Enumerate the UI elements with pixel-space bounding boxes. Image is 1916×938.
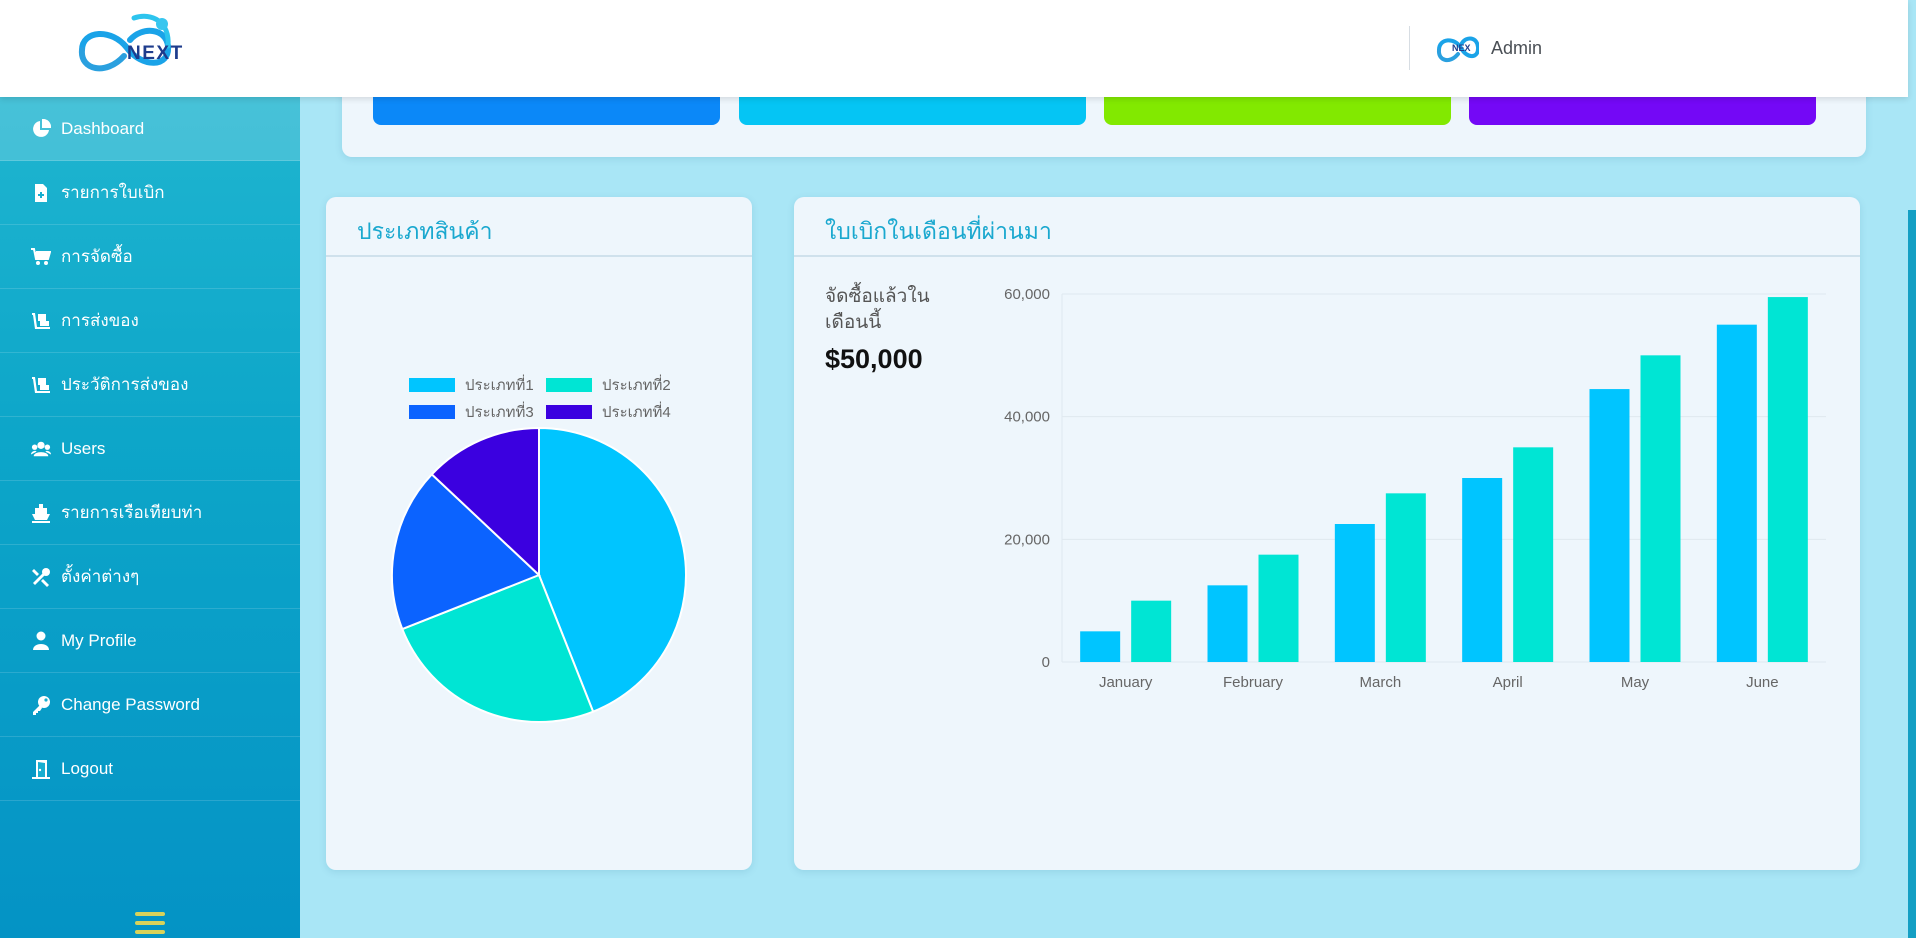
cart-icon xyxy=(30,246,52,268)
sidebar-item-label: Dashboard xyxy=(61,118,145,138)
sidebar-item-settings[interactable]: ตั้งค่าต่างๆ xyxy=(0,545,300,609)
sidebar-item-logout[interactable]: Logout xyxy=(0,737,300,801)
y-tick-label: 0 xyxy=(1042,654,1050,671)
sidebar-item-purchasing[interactable]: การจัดซื้อ xyxy=(0,225,300,289)
bar[interactable] xyxy=(1207,585,1248,662)
bar[interactable] xyxy=(1334,524,1375,662)
x-tick-label: June xyxy=(1746,674,1779,691)
logo-text: NEXT xyxy=(127,43,184,64)
user-icon xyxy=(30,630,52,652)
legend-swatch xyxy=(409,378,455,392)
purchase-label: จัดซื้อแล้วในเดือนนี้ xyxy=(825,286,930,333)
dolly-icon xyxy=(30,310,52,332)
bar[interactable] xyxy=(1385,493,1426,662)
bar[interactable] xyxy=(1462,478,1503,662)
sidebar-item-label: Change Password xyxy=(61,694,200,714)
sidebar-item-shipping-history[interactable]: ประวัติการส่งของ xyxy=(0,353,300,417)
x-tick-label: May xyxy=(1621,674,1650,691)
avatar-logo-icon xyxy=(1437,36,1481,63)
sidebar: Dashboard รายการใบเบิก การจัดซื้อ การส่ง… xyxy=(0,97,300,938)
legend-label: ประเภทที่4 xyxy=(602,404,671,421)
sidebar-item-change-password[interactable]: Change Password xyxy=(0,673,300,737)
logo-mark-icon xyxy=(78,13,172,72)
legend-label: ประเภทที่3 xyxy=(465,404,534,421)
bar[interactable] xyxy=(1640,355,1681,662)
legend-item[interactable]: ประเภทที่4 xyxy=(546,400,671,424)
legend-swatch xyxy=(546,378,592,392)
file-plus-icon xyxy=(30,182,52,204)
admin-avatar[interactable]: NEX xyxy=(1435,28,1481,68)
ship-icon xyxy=(30,502,52,524)
y-tick-label: 60,000 xyxy=(1004,286,1050,303)
bar[interactable] xyxy=(1131,600,1172,662)
sidebar-item-dashboard[interactable]: Dashboard xyxy=(0,97,300,161)
x-tick-label: April xyxy=(1493,674,1523,691)
legend-swatch xyxy=(409,405,455,419)
company-logo[interactable]: NEXT xyxy=(72,10,184,85)
top-header: NEXT NEX Admin xyxy=(0,0,1908,97)
requisition-bar-chart: 0 20,000 40,000 60,000 January February March A… xyxy=(1004,286,1826,691)
sidebar-item-label: ตั้งค่าต่างๆ xyxy=(61,567,140,586)
requisition-panel: ใบเบิกในเดือนที่ผ่านมา จัดซื้อแล้วในเดือ… xyxy=(794,197,1860,870)
sidebar-item-my-profile[interactable]: My Profile xyxy=(0,609,300,673)
pie-slice[interactable] xyxy=(391,472,541,631)
sidebar-item-label: Users xyxy=(61,438,106,458)
bar[interactable] xyxy=(1080,631,1121,662)
sidebar-item-shipping[interactable]: การส่งของ xyxy=(0,289,300,353)
bar[interactable] xyxy=(1716,324,1757,662)
sidebar-item-label: My Profile xyxy=(61,630,137,650)
y-tick-label: 40,000 xyxy=(1004,409,1050,426)
y-tick-label: 20,000 xyxy=(1004,531,1050,548)
key-icon xyxy=(30,694,52,716)
legend-label: ประเภทที่2 xyxy=(602,377,671,394)
sidebar-item-label: รายการเรือเทียบท่า xyxy=(61,503,203,522)
pie-slice[interactable] xyxy=(538,426,687,713)
legend-item[interactable]: ประเภทที่1 xyxy=(409,373,534,397)
purchase-value: $50,000 xyxy=(825,344,923,374)
sidebar-item-label: รายการใบเบิก xyxy=(61,183,165,202)
user-name[interactable]: Admin xyxy=(1491,38,1543,58)
pie-chart-icon xyxy=(30,118,52,140)
page-scrollbar-thumb[interactable] xyxy=(1908,210,1916,938)
sidebar-item-label: Logout xyxy=(61,758,113,778)
legend-item[interactable]: ประเภทที่3 xyxy=(409,400,534,424)
dolly-icon xyxy=(30,374,52,396)
users-icon xyxy=(30,438,52,460)
requisition-panel-title: ใบเบิกในเดือนที่ผ่านมา xyxy=(794,197,1860,257)
pie-slice[interactable] xyxy=(401,573,595,723)
legend-swatch xyxy=(546,405,592,419)
legend-label: ประเภทที่1 xyxy=(465,377,534,394)
sidebar-item-label: ประวัติการส่งของ xyxy=(61,375,189,394)
legend-item[interactable]: ประเภทที่2 xyxy=(546,373,671,397)
category-panel-title: ประเภทสินค้า xyxy=(326,197,752,257)
sidebar-item-label: การส่งของ xyxy=(61,311,139,330)
category-panel: ประเภทสินค้า ประเภทที่1 ประเภทที่2 ประเภ… xyxy=(326,197,752,870)
avatar-text: NEX xyxy=(1452,43,1471,53)
category-pie-chart xyxy=(391,426,687,723)
bar[interactable] xyxy=(1513,447,1554,662)
header-divider xyxy=(1409,26,1410,70)
sidebar-item-users[interactable]: Users xyxy=(0,417,300,481)
bar[interactable] xyxy=(1589,389,1630,662)
sidebar-item-ship-berthing[interactable]: รายการเรือเทียบท่า xyxy=(0,481,300,545)
tools-icon xyxy=(30,566,52,588)
x-tick-label: February xyxy=(1223,674,1284,691)
sidebar-item-requisitions[interactable]: รายการใบเบิก xyxy=(0,161,300,225)
x-tick-label: March xyxy=(1359,674,1401,691)
pie-slice[interactable] xyxy=(430,426,540,578)
bar[interactable] xyxy=(1258,554,1299,662)
x-tick-label: January xyxy=(1099,674,1153,691)
door-icon xyxy=(30,758,52,780)
menu-toggle-icon[interactable] xyxy=(135,912,165,938)
sidebar-item-label: การจัดซื้อ xyxy=(61,247,133,266)
bar[interactable] xyxy=(1767,297,1808,662)
